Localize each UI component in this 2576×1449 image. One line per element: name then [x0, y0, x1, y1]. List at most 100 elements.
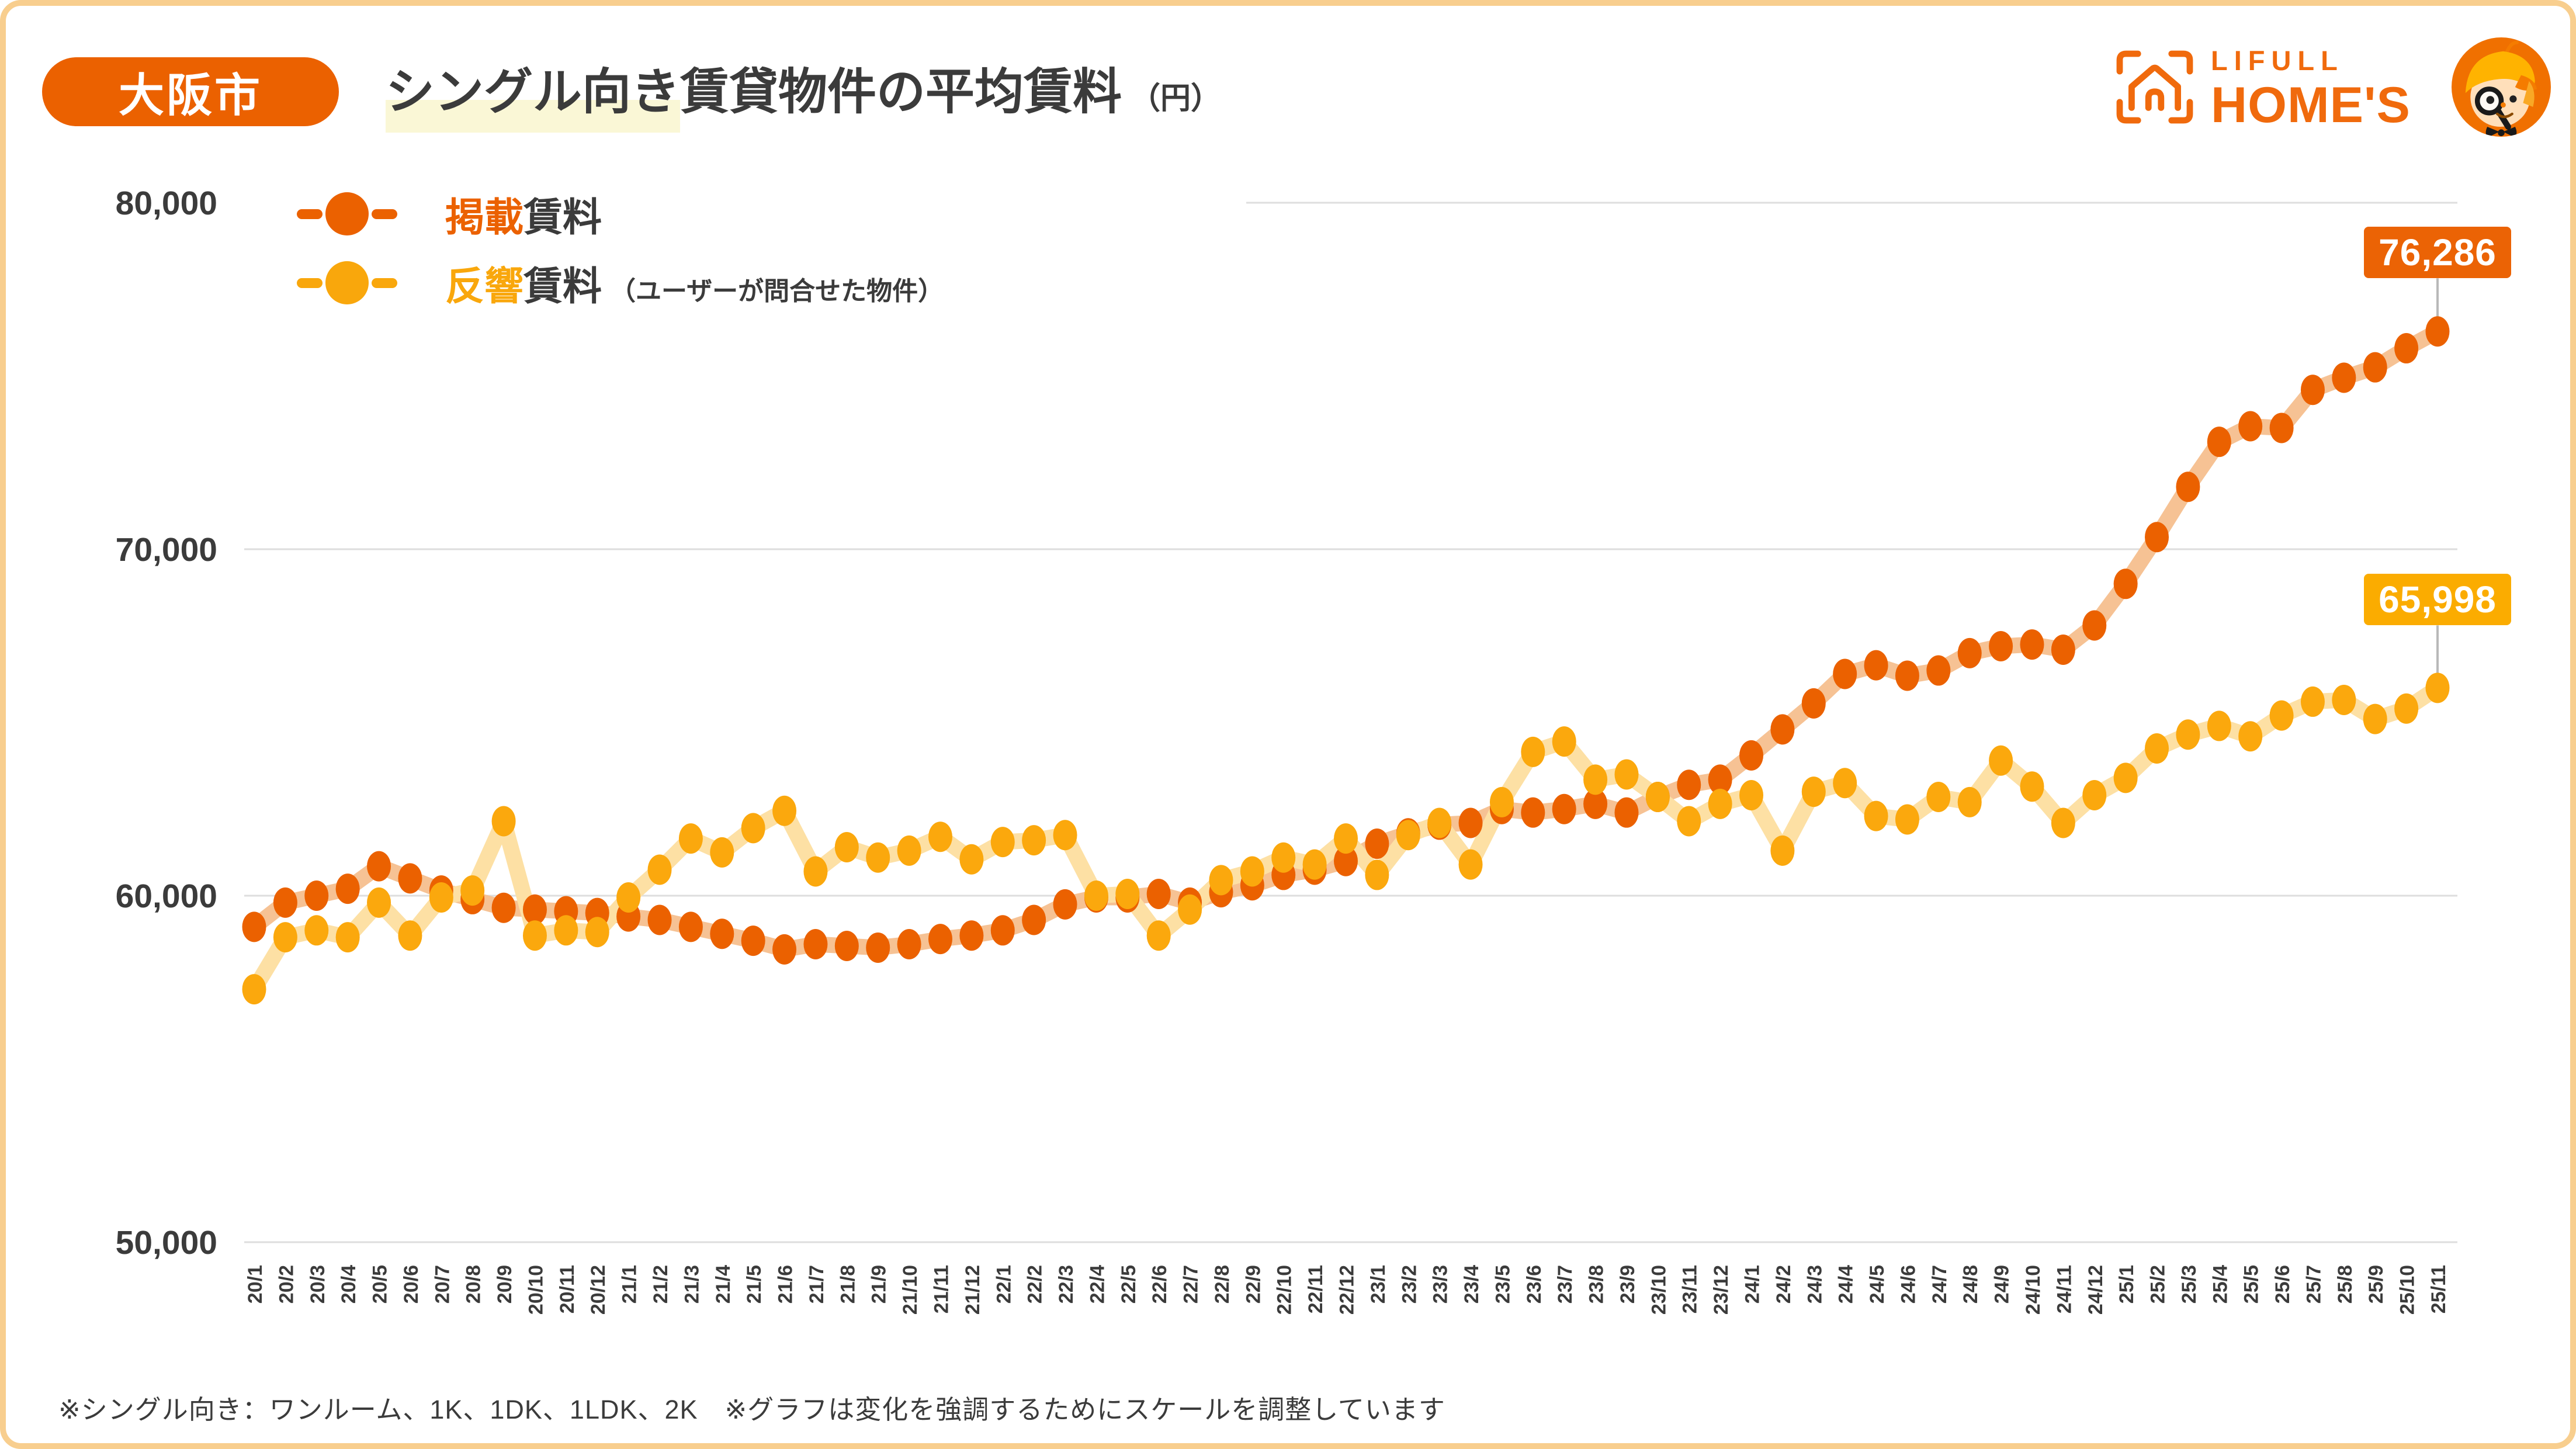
- svg-text:25/11: 25/11: [2428, 1265, 2450, 1313]
- svg-text:21/7: 21/7: [806, 1265, 828, 1304]
- svg-text:25/2: 25/2: [2147, 1265, 2169, 1304]
- svg-text:20/7: 20/7: [431, 1265, 453, 1304]
- svg-text:24/7: 24/7: [1929, 1265, 1951, 1304]
- svg-text:25/6: 25/6: [2272, 1265, 2294, 1304]
- svg-text:25/7: 25/7: [2303, 1265, 2325, 1304]
- listed-rent-line-marker-icon: [297, 192, 397, 235]
- svg-text:24/12: 24/12: [2085, 1265, 2107, 1315]
- rent-trend-line-chart: 80,000 70,000 60,000 50,000 20/1 20/2 20/3 20/4…: [116, 185, 2457, 1315]
- svg-text:21/6: 21/6: [775, 1265, 797, 1304]
- footnote: ※シングル向き：ワンルーム、1K、1DK、1LDK、2K ※グラフは変化を強調す…: [58, 1395, 1445, 1424]
- svg-text:21/5: 21/5: [743, 1265, 765, 1304]
- homes-mascot-icon: [2452, 37, 2551, 137]
- svg-text:25/3: 25/3: [2178, 1265, 2200, 1304]
- svg-text:23/1: 23/1: [1367, 1265, 1389, 1304]
- svg-text:21/1: 21/1: [619, 1265, 641, 1304]
- title-rest: 賃貸物件の平均賃料: [680, 64, 1122, 119]
- svg-text:23/12: 23/12: [1710, 1265, 1732, 1315]
- legend-note: （ユーザーが問合せた物件）: [610, 276, 944, 306]
- svg-text:24/6: 24/6: [1897, 1265, 1919, 1304]
- svg-text:25/5: 25/5: [2241, 1265, 2263, 1304]
- svg-text:23/5: 23/5: [1492, 1265, 1514, 1304]
- logo-line1: LIFULL: [2211, 45, 2344, 76]
- inquiry-rent-line-marker-icon: [297, 261, 397, 304]
- svg-text:22/8: 22/8: [1211, 1265, 1233, 1304]
- page-title: シングル向き 賃貸物件の平均賃料 （円）: [386, 53, 1221, 133]
- svg-text:21/8: 21/8: [837, 1265, 859, 1304]
- svg-text:21/11: 21/11: [930, 1265, 952, 1313]
- svg-text:24/9: 24/9: [1991, 1265, 2013, 1304]
- svg-text:22/10: 22/10: [1274, 1265, 1296, 1315]
- svg-text:20/11: 20/11: [556, 1265, 578, 1313]
- svg-text:24/8: 24/8: [1960, 1265, 1982, 1304]
- svg-text:21/3: 21/3: [681, 1265, 703, 1304]
- inquiry-rent-end-value-callout: 65,998: [2364, 574, 2511, 626]
- svg-text:20/5: 20/5: [369, 1265, 391, 1304]
- svg-text:20/9: 20/9: [494, 1265, 516, 1304]
- svg-text:24/2: 24/2: [1773, 1265, 1795, 1304]
- svg-text:20/4: 20/4: [338, 1265, 360, 1304]
- title-unit: （円）: [1130, 82, 1222, 116]
- svg-text:21/2: 21/2: [650, 1265, 672, 1304]
- svg-text:22/4: 22/4: [1086, 1265, 1108, 1304]
- svg-text:21/4: 21/4: [712, 1265, 734, 1304]
- legend-label-colored: 反響: [445, 264, 523, 308]
- svg-text:22/12: 22/12: [1336, 1265, 1358, 1315]
- svg-text:25/8: 25/8: [2334, 1265, 2356, 1304]
- svg-text:24/11: 24/11: [2053, 1265, 2075, 1313]
- listed-rent-end-value-callout: 76,286: [2364, 227, 2511, 279]
- svg-text:24/1: 24/1: [1742, 1265, 1764, 1304]
- title-highlighted: シングル向き: [386, 53, 681, 133]
- svg-text:22/11: 22/11: [1305, 1265, 1327, 1313]
- svg-text:22/6: 22/6: [1149, 1265, 1171, 1304]
- svg-text:25/10: 25/10: [2397, 1265, 2419, 1315]
- svg-text:25/9: 25/9: [2365, 1265, 2387, 1304]
- svg-text:25/1: 25/1: [2116, 1265, 2138, 1304]
- svg-text:20/3: 20/3: [307, 1265, 329, 1304]
- svg-text:22/1: 22/1: [993, 1265, 1015, 1304]
- svg-text:20/12: 20/12: [587, 1265, 609, 1315]
- svg-text:23/3: 23/3: [1430, 1265, 1452, 1304]
- svg-text:60,000: 60,000: [116, 878, 217, 915]
- svg-text:21/9: 21/9: [868, 1265, 890, 1304]
- svg-text:20/2: 20/2: [275, 1265, 297, 1304]
- legend-label-rest: 賃料: [523, 195, 602, 240]
- svg-text:21/12: 21/12: [962, 1265, 984, 1315]
- svg-text:50,000: 50,000: [116, 1224, 217, 1261]
- svg-text:23/11: 23/11: [1679, 1265, 1701, 1313]
- svg-text:20/1: 20/1: [244, 1265, 266, 1304]
- lifull-homes-logo: LIFULL HOME'S: [2211, 47, 2411, 130]
- svg-text:22/3: 22/3: [1055, 1265, 1077, 1304]
- svg-text:23/7: 23/7: [1554, 1265, 1576, 1304]
- svg-text:24/5: 24/5: [1866, 1265, 1888, 1304]
- svg-text:20/10: 20/10: [525, 1265, 547, 1315]
- svg-text:23/10: 23/10: [1648, 1265, 1670, 1315]
- svg-text:24/3: 24/3: [1804, 1265, 1826, 1304]
- legend-label-rest: 賃料: [523, 264, 602, 308]
- city-badge: 大阪市: [42, 57, 339, 126]
- svg-text:22/9: 22/9: [1242, 1265, 1264, 1304]
- svg-text:23/4: 23/4: [1461, 1265, 1483, 1304]
- svg-text:25/4: 25/4: [2209, 1265, 2231, 1304]
- svg-text:70,000: 70,000: [116, 531, 217, 568]
- lifull-homes-house-icon: [2116, 50, 2193, 124]
- legend-item-listed-rent: 掲載 賃料: [297, 188, 944, 240]
- svg-text:80,000: 80,000: [116, 185, 217, 222]
- svg-text:24/4: 24/4: [1835, 1265, 1857, 1304]
- svg-text:24/10: 24/10: [2022, 1265, 2044, 1315]
- legend-label-colored: 掲載: [445, 195, 523, 240]
- logo-line2: HOME'S: [2211, 77, 2411, 133]
- svg-text:23/9: 23/9: [1617, 1265, 1639, 1304]
- legend-item-inquiry-rent: 反響 賃料 （ユーザーが問合せた物件）: [297, 257, 944, 308]
- svg-text:21/10: 21/10: [899, 1265, 921, 1315]
- svg-text:20/6: 20/6: [400, 1265, 422, 1304]
- svg-text:20/8: 20/8: [463, 1265, 485, 1304]
- svg-text:22/5: 22/5: [1118, 1265, 1140, 1304]
- legend: 掲載 賃料 反響 賃料 （ユーザーが問合せた物件）: [297, 188, 944, 326]
- svg-text:23/6: 23/6: [1523, 1265, 1545, 1304]
- svg-text:22/2: 22/2: [1024, 1265, 1046, 1304]
- svg-text:23/2: 23/2: [1398, 1265, 1420, 1304]
- svg-text:22/7: 22/7: [1180, 1265, 1202, 1304]
- svg-text:23/8: 23/8: [1586, 1265, 1608, 1304]
